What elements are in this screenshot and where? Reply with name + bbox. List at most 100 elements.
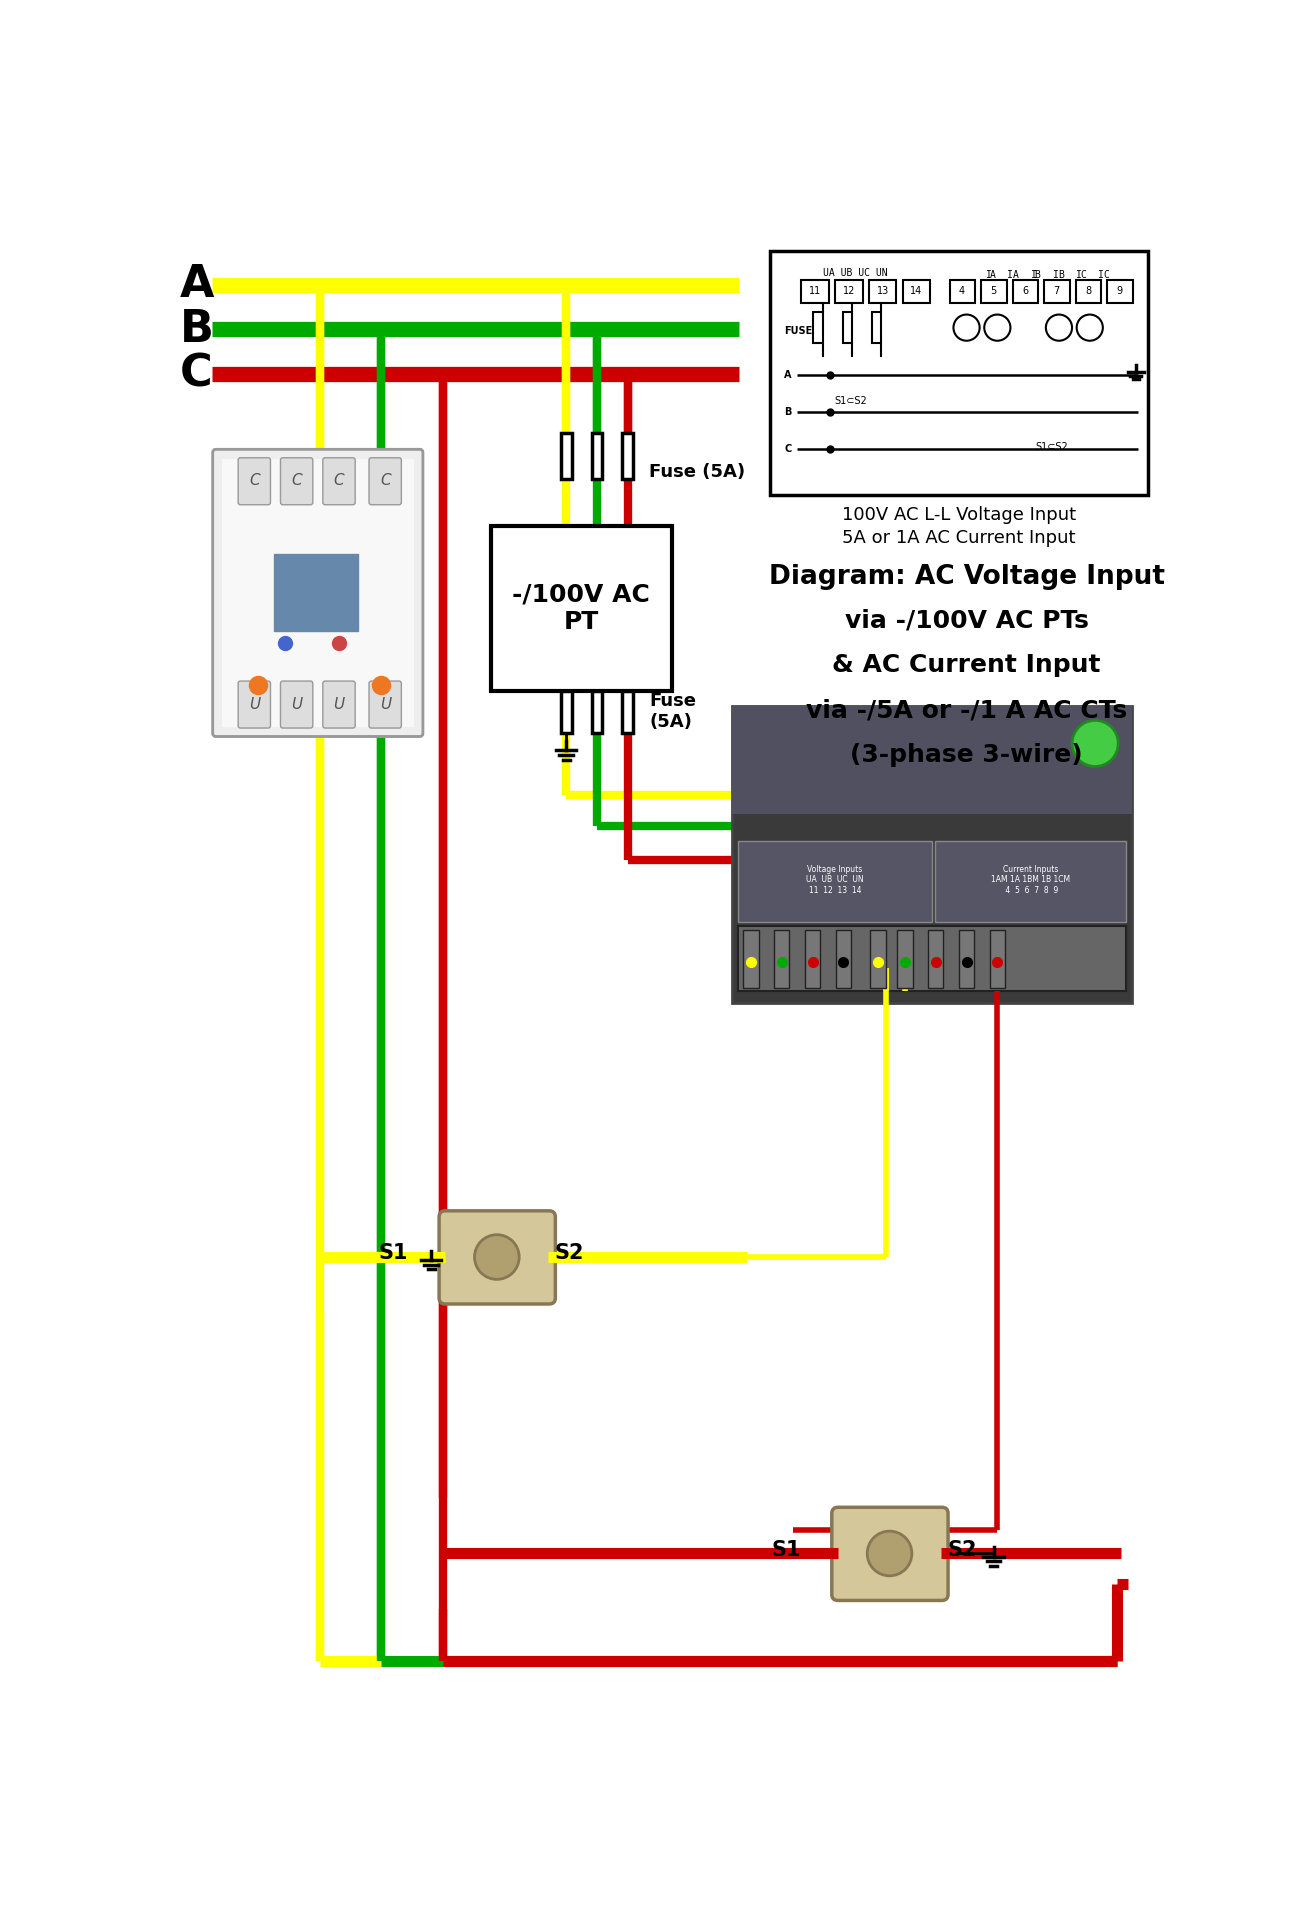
Text: U: U [333,697,344,712]
Text: FUSES: FUSES [784,326,819,336]
FancyBboxPatch shape [369,682,402,727]
Text: 9: 9 [1117,286,1123,296]
Text: B: B [784,407,792,418]
Text: 4: 4 [959,286,965,296]
Bar [989,930,1005,987]
Text: A: A [784,370,792,380]
Bar [560,691,572,733]
Text: 13: 13 [876,286,889,296]
Bar [814,313,823,344]
Text: 14: 14 [910,286,923,296]
Bar [801,281,828,304]
Bar [774,930,789,987]
Text: 11: 11 [809,286,822,296]
Bar [592,433,602,479]
Circle shape [1072,720,1118,767]
Text: C: C [250,473,260,489]
Circle shape [1046,315,1072,340]
Text: C: C [334,473,345,489]
Text: U: U [380,697,391,712]
Ellipse shape [867,1531,911,1575]
Bar [959,930,974,987]
Bar [623,433,633,479]
Bar [732,706,1132,815]
Bar [744,930,759,987]
FancyBboxPatch shape [832,1508,948,1600]
Bar [560,433,572,479]
Bar [868,281,897,304]
Text: Voltage Inputs
UA  UB  UC  UN
11  12  13  14: Voltage Inputs UA UB UC UN 11 12 13 14 [806,865,863,895]
FancyBboxPatch shape [369,458,402,504]
Ellipse shape [474,1235,519,1279]
Text: U: U [291,697,302,712]
Text: 6: 6 [1022,286,1028,296]
Bar [870,930,885,987]
Text: 5: 5 [991,286,997,296]
FancyBboxPatch shape [238,682,270,727]
Bar [872,313,881,344]
Text: 100V AC L-L Voltage Input: 100V AC L-L Voltage Input [842,506,1076,525]
Text: 7: 7 [1053,286,1059,296]
Text: Current Inputs
1AM 1A 1BM 1B 1CM
 4  5  6  7  8  9: Current Inputs 1AM 1A 1BM 1B 1CM 4 5 6 7… [991,865,1070,895]
Text: S1⊂S2: S1⊂S2 [1036,443,1069,452]
Bar [1076,281,1101,304]
Text: S1: S1 [378,1243,408,1264]
Bar [623,691,633,733]
Text: Fuse (5A): Fuse (5A) [649,464,745,481]
Text: C: C [784,445,792,454]
Bar [897,930,913,987]
Text: S2: S2 [555,1243,584,1264]
Bar [273,554,359,632]
Text: C: C [181,353,213,395]
Bar [1108,281,1132,304]
Text: B: B [179,307,213,351]
Text: A: A [179,263,213,305]
Text: C: C [380,473,390,489]
Text: S1⊂S2: S1⊂S2 [835,395,867,407]
Bar [928,930,944,987]
Bar [935,842,1126,922]
Text: Fuse
(5A): Fuse (5A) [649,693,697,731]
Text: U: U [248,697,260,712]
Text: (3-phase 3-wire): (3-phase 3-wire) [850,743,1083,767]
Bar [1044,281,1070,304]
FancyBboxPatch shape [322,682,355,727]
Text: 8: 8 [1086,286,1091,296]
Text: -/100V AC
PT: -/100V AC PT [512,582,650,634]
Bar [902,281,931,304]
FancyBboxPatch shape [322,458,355,504]
Text: via -/100V AC PTs: via -/100V AC PTs [845,609,1088,632]
FancyBboxPatch shape [213,449,422,737]
Text: S1: S1 [771,1541,801,1560]
Bar [222,458,413,727]
Circle shape [953,315,980,340]
Bar [836,930,852,987]
Text: 5A or 1A AC Current Input: 5A or 1A AC Current Input [842,529,1075,548]
Circle shape [984,315,1010,340]
Bar [738,842,932,922]
Bar [592,691,602,733]
FancyBboxPatch shape [281,458,313,504]
Text: UA UB UC UN: UA UB UC UN [823,267,887,277]
Text: 12: 12 [842,286,855,296]
Bar [805,930,820,987]
Bar [490,525,672,691]
FancyBboxPatch shape [439,1210,555,1304]
Bar [982,281,1006,304]
FancyBboxPatch shape [281,682,313,727]
Bar [1013,281,1039,304]
Bar [732,706,1132,1002]
Bar [770,250,1148,496]
Text: I$\!$A  IA  I$\!$B  IB  I$\!$C  IC: I$\!$A IA I$\!$B IB I$\!$C IC [984,267,1110,279]
Bar [738,926,1126,991]
Bar [949,281,975,304]
Bar [842,313,852,344]
Text: Diagram: AC Voltage Input: Diagram: AC Voltage Input [768,563,1165,590]
FancyBboxPatch shape [238,458,270,504]
Text: via -/5A or -/1 A AC CTs: via -/5A or -/1 A AC CTs [806,699,1127,722]
Text: C: C [291,473,302,489]
Text: S2: S2 [948,1541,976,1560]
Circle shape [1076,315,1102,340]
Text: & AC Current Input: & AC Current Input [832,653,1101,678]
Bar [835,281,863,304]
